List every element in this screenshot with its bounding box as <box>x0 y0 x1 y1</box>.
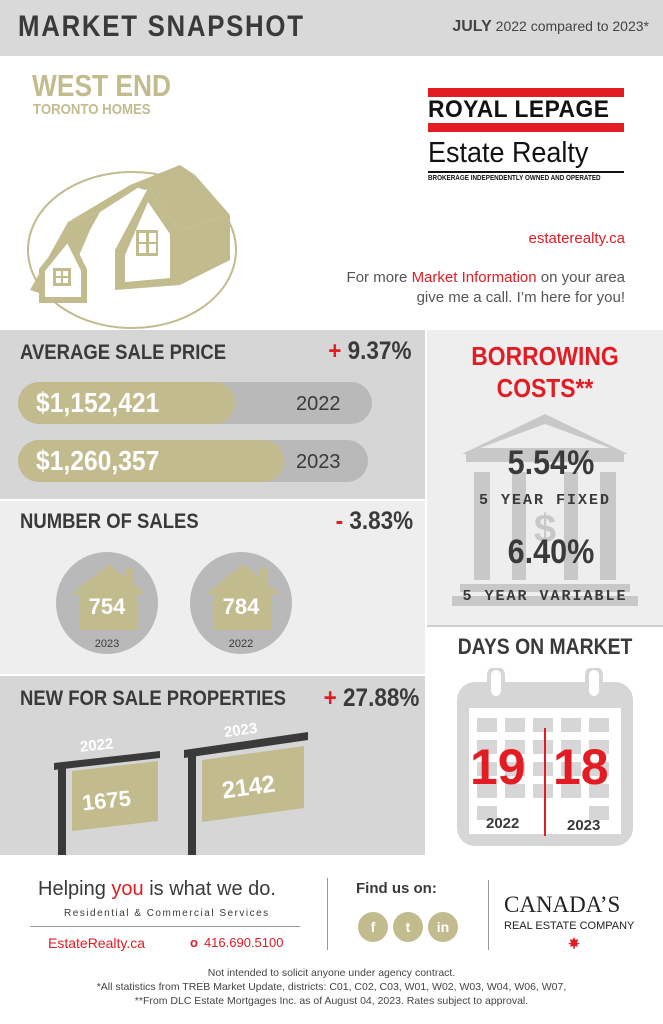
tagline-you: you <box>111 878 144 900</box>
disclaimer-line: **From DLC Estate Mortgages Inc. as of A… <box>134 995 529 1007</box>
days-on-market-year-2022: 2022 <box>486 815 520 832</box>
region-subtitle: TORONTO HOMES <box>33 101 151 118</box>
rate-5yr-fixed-label: 5 YEAR FIXED <box>478 492 612 509</box>
footer-phone[interactable]: o 416.690.5100 <box>190 935 283 950</box>
panel-divider <box>0 674 427 676</box>
logo-red-bar <box>428 123 624 132</box>
footer-divider <box>327 878 328 950</box>
number-of-sales-title: NUMBER OF SALES <box>20 510 199 533</box>
rate-5yr-fixed: 5.54% <box>507 444 595 482</box>
disclaimer-line: *All statistics from TREB Market Update,… <box>96 981 567 993</box>
tagline-prefix: Helping <box>38 878 112 900</box>
region-title: WEST END <box>32 68 172 103</box>
logo-office: Estate Realty <box>428 137 589 169</box>
footer-services: Residential & Commercial Services <box>64 908 270 919</box>
footer-divider <box>30 926 300 927</box>
rate-5yr-variable-label: 5 YEAR VARIABLE <box>462 588 628 605</box>
report-period: JULY 2022 compared to 2023* <box>452 18 649 36</box>
change-sign: + <box>323 684 337 712</box>
logo-divider <box>428 171 624 173</box>
page-title: MARKET SNAPSHOT <box>18 10 305 43</box>
average-sale-price-title: AVERAGE SALE PRICE <box>20 341 227 364</box>
price-value-2023: $1,260,357 <box>36 445 160 476</box>
company-title: CANADA’S <box>504 892 621 917</box>
borrowing-title-line2: COSTS** <box>496 373 594 403</box>
change-sign: - <box>335 507 343 535</box>
days-on-market-2023: 18 <box>553 739 609 795</box>
price-bar-fill-2023 <box>18 440 284 482</box>
report-month: JULY <box>452 18 492 35</box>
sales-value-2023: 754 <box>88 594 126 619</box>
change-sign: + <box>327 337 341 365</box>
promo-prefix: For more <box>346 269 412 286</box>
website-link[interactable]: estaterealty.ca <box>528 230 625 247</box>
average-sale-price-change: + 9.37% <box>328 337 411 366</box>
new-for-sale-change: + 27.88% <box>323 684 419 713</box>
price-bar-fill-2022 <box>18 382 235 424</box>
panel-divider <box>0 499 427 501</box>
maple-leaf-icon <box>568 937 580 949</box>
find-us-label: Find us on: <box>356 880 437 897</box>
borrowing-title-line1: BORROWING <box>471 341 619 371</box>
company-subtitle: REAL ESTATE COMPANY <box>504 920 635 932</box>
disclaimer-line: Not intended to solicit anyone under age… <box>207 967 456 979</box>
for-sale-sign-2022-icon <box>54 751 160 855</box>
logo-tagline: BROKERAGE INDEPENDENTLY OWNED AND OPERAT… <box>428 175 601 182</box>
change-value: 9.37% <box>347 337 411 365</box>
calendar-icon <box>457 668 633 846</box>
new-listings-year-2022: 2022 <box>79 735 115 756</box>
header-bar <box>0 0 663 56</box>
footer-website-link[interactable]: EstateRealty.ca <box>48 935 146 951</box>
house-icon <box>72 564 146 630</box>
linkedin-icon[interactable]: in <box>428 912 458 942</box>
svg-text:$: $ <box>534 507 556 551</box>
change-value: 3.83% <box>349 507 413 535</box>
footer-divider <box>488 880 489 950</box>
days-on-market-year-2023: 2023 <box>567 817 601 834</box>
house-icon <box>206 564 280 630</box>
facebook-icon[interactable]: f <box>358 912 388 942</box>
price-year-2023: 2023 <box>296 451 341 473</box>
sales-year-2022: 2022 <box>228 638 254 650</box>
promo-suffix: on your area give me a call. I’m here fo… <box>416 269 625 306</box>
house-illustration-icon <box>27 165 237 329</box>
bank-building-icon: $ <box>452 414 638 606</box>
new-for-sale-title: NEW FOR SALE PROPERTIES <box>20 687 286 710</box>
price-year-2022: 2022 <box>296 393 341 415</box>
new-listings-value-2022: 1675 <box>80 785 133 816</box>
report-comparison: 2022 compared to 2023* <box>495 18 649 34</box>
rate-5yr-variable: 6.40% <box>507 533 595 571</box>
disclaimer: Not intended to solicit anyone under age… <box>0 966 663 1008</box>
days-on-market-title: DAYS ON MARKET <box>457 634 633 659</box>
borrowing-costs-panel <box>427 330 663 625</box>
for-sale-sign-2023-icon <box>184 732 308 855</box>
panel-divider <box>425 330 427 855</box>
logo-brand: ROYAL LEPAGE <box>428 96 610 123</box>
change-value: 27.88% <box>342 684 419 712</box>
brokerage-logo: ROYAL LEPAGE Estate Realty BROKERAGE IND… <box>428 88 624 182</box>
footer-tagline: Helping you is what we do. <box>38 878 276 901</box>
twitter-icon[interactable]: t <box>393 912 423 942</box>
borrowing-costs-title: BORROWING COSTS** <box>441 340 649 404</box>
promo-text: For more Market Information on your area… <box>325 268 625 308</box>
number-of-sales-change: - 3.83% <box>335 507 413 536</box>
tagline-suffix: is what we do. <box>143 878 276 900</box>
sales-year-2023: 2023 <box>94 638 120 650</box>
days-on-market-2022: 19 <box>470 739 526 795</box>
sales-value-2022: 784 <box>222 594 260 619</box>
promo-highlight: Market Information <box>411 269 537 286</box>
phone-icon: o <box>190 935 198 950</box>
logo-red-bar <box>428 88 624 97</box>
price-value-2022: $1,152,421 <box>36 387 160 418</box>
phone-number: 416.690.5100 <box>203 935 284 950</box>
